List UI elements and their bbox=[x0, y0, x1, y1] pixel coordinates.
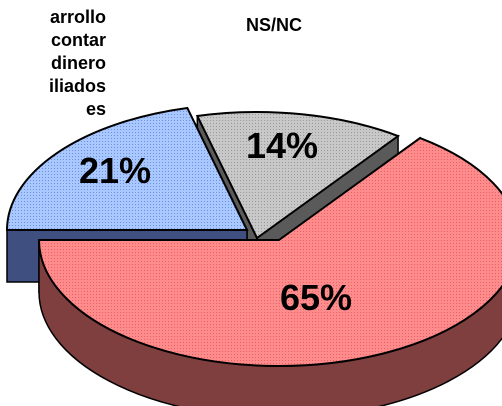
pie-slices bbox=[5, 106, 502, 406]
slice-top-face bbox=[5, 106, 249, 231]
slice-label-line: iliados bbox=[48, 76, 106, 96]
pie-percent-labels: 21% 14% 65% bbox=[79, 125, 352, 318]
slice-label-line: contar bbox=[50, 30, 106, 50]
slice-top-face bbox=[195, 111, 401, 240]
slice-2 bbox=[37, 136, 502, 406]
slice-label-line: dinero bbox=[50, 53, 106, 73]
percent-label-2: 65% bbox=[280, 277, 352, 318]
slice-label-desarrollo: arrollo contar dinero iliados es bbox=[49, 6, 106, 121]
slice-label-line: es bbox=[85, 99, 106, 119]
slice-label-nsnc: NS/NC bbox=[246, 14, 302, 37]
percent-label-0: 21% bbox=[79, 150, 151, 191]
slice-label-line: NS/NC bbox=[246, 15, 303, 35]
percent-label-1: 14% bbox=[246, 125, 318, 166]
slice-label-line: arrollo bbox=[49, 7, 106, 27]
slice-top-face bbox=[37, 136, 502, 367]
